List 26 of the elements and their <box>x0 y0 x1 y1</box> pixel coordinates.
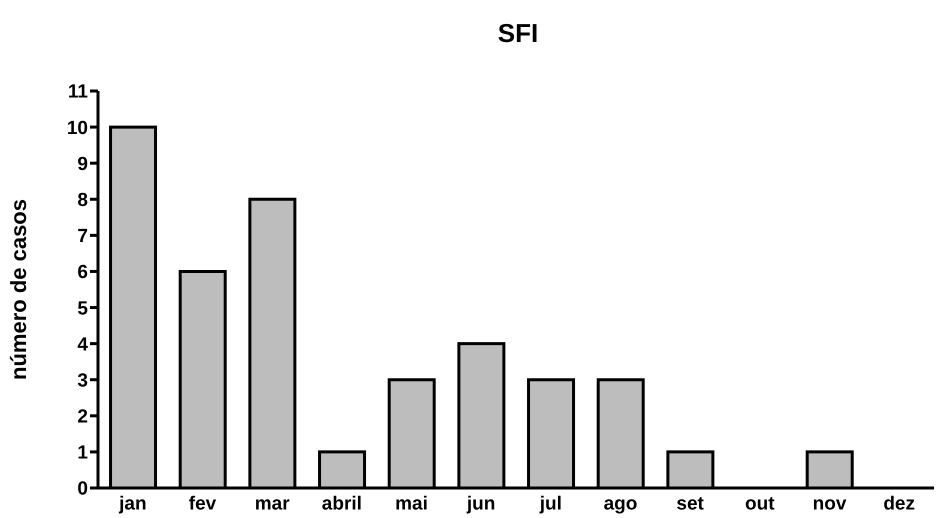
x-tick-label: dez <box>883 493 916 514</box>
y-tick-label: 5 <box>77 298 88 320</box>
y-tick-label: 9 <box>77 154 88 175</box>
y-tick-label: 3 <box>77 370 88 392</box>
x-tick-label: ago <box>604 493 638 514</box>
x-tick-label: set <box>676 493 705 514</box>
y-tick-label: 0 <box>77 478 88 500</box>
y-tick-label: 10 <box>66 118 88 139</box>
x-tick-label: jan <box>118 493 147 514</box>
y-tick-label: 11 <box>68 82 88 103</box>
chart-title: SFI <box>496 18 540 49</box>
x-tick-label: fev <box>188 493 217 514</box>
x-tick-label: jul <box>538 493 562 514</box>
x-tick-label: out <box>745 493 776 514</box>
y-tick-label: 4 <box>77 334 88 356</box>
y-tick-label: 2 <box>77 406 88 428</box>
y-axis-title: número de casos <box>6 199 31 380</box>
x-tick-label: mar <box>254 493 290 514</box>
y-tick-label: 7 <box>77 226 88 248</box>
x-tick-label: abril <box>322 493 362 514</box>
x-tick-label: mai <box>395 493 428 514</box>
x-tick-label: jun <box>466 493 496 514</box>
y-tick-label: 8 <box>77 190 88 212</box>
x-tick-label: nov <box>812 493 847 514</box>
y-tick-label: 6 <box>77 262 88 284</box>
y-tick-label: 1 <box>77 442 88 464</box>
